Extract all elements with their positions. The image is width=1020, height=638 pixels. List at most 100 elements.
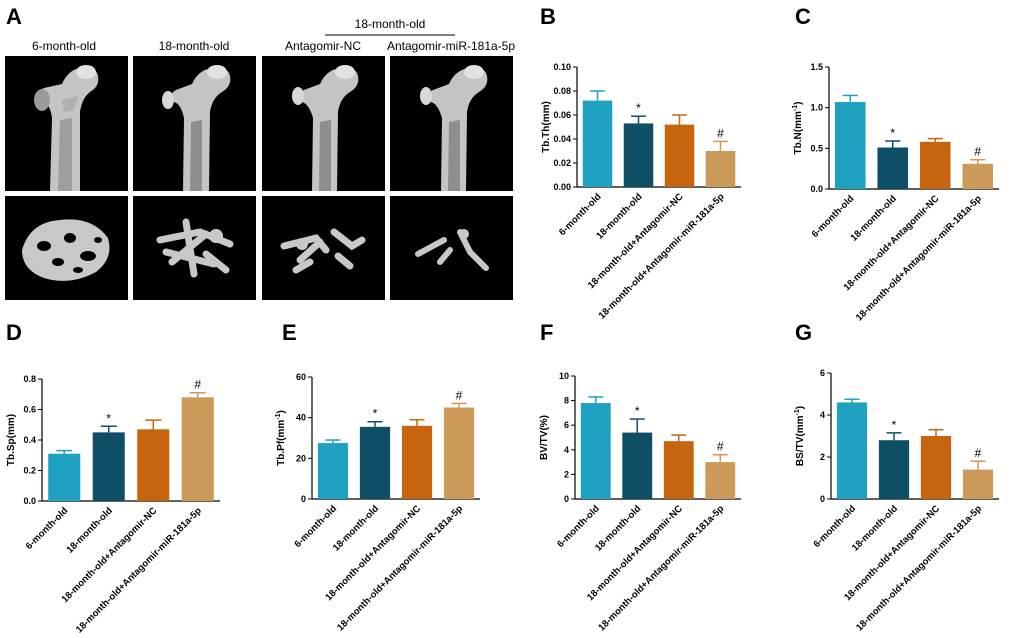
y-tick-label-e: 20: [296, 453, 306, 463]
bar-f-3: [663, 441, 694, 499]
y-tick-label-d: 0.8: [23, 374, 36, 384]
bar-g-3: [920, 436, 952, 499]
panel-letter-b: B: [540, 4, 556, 29]
y-tick-label-f: 10: [559, 371, 569, 381]
y-axis-title-c: Tb.N(mm-1): [792, 102, 804, 155]
panel-letter-c: C: [795, 4, 811, 29]
bar-d-2: [92, 432, 125, 501]
y-tick-label-g: 4: [820, 410, 825, 420]
significance-mark-c-2: *: [890, 126, 895, 140]
trabecular-image-6-month: [5, 196, 128, 300]
y-axis-title-g: BS/TV(mm-1): [794, 406, 806, 466]
significance-mark-b-2: *: [636, 101, 641, 115]
bar-d-1: [48, 453, 81, 501]
y-axis-title-f: BV/TV(%): [539, 415, 550, 460]
y-tick-label-b: 0.10: [553, 62, 571, 72]
category-label-d-1: 6-month-old: [24, 505, 71, 552]
y-tick-label-b: 0.00: [553, 182, 571, 192]
category-label-c-1: 6-month-old: [810, 193, 857, 240]
significance-mark-d-2: *: [106, 411, 111, 425]
y-tick-label-g: 0: [820, 494, 825, 504]
y-tick-label-g: 2: [820, 452, 825, 462]
y-tick-label-b: 0.04: [553, 134, 571, 144]
y-axis-title-b: Tb.Th(mm): [541, 101, 552, 153]
column-label-antagomir-nc: Antagomir-NC: [285, 39, 361, 53]
bar-g-2: [878, 440, 910, 499]
bar-c-1: [834, 101, 866, 189]
bar-b-4: [705, 151, 736, 187]
column-label-18-month: 18-month-old: [159, 39, 230, 53]
panel-a: A 18-month-old 6-month-old 18-month-old …: [5, 4, 515, 300]
bar-c-2: [877, 147, 909, 189]
trabecular-image-antagomir-nc: [262, 196, 385, 300]
significance-mark-g-4: #: [975, 446, 982, 460]
bar-d-4: [181, 397, 214, 501]
significance-mark-b-4: #: [717, 126, 724, 140]
bar-b-3: [664, 124, 695, 187]
y-tick-label-b: 0.08: [553, 86, 571, 96]
y-tick-label-d: 0.6: [23, 405, 36, 415]
column-label-6-month: 6-month-old: [32, 39, 96, 53]
y-tick-label-e: 60: [296, 372, 306, 382]
y-tick-label-c: 0.0: [810, 184, 823, 194]
panel-letter-d: D: [6, 320, 22, 345]
y-tick-label-d: 0.0: [23, 496, 36, 506]
bar-d-3: [137, 429, 170, 501]
y-tick-label-d: 0.4: [23, 435, 36, 445]
y-tick-label-f: 4: [564, 445, 569, 455]
bar-g-4: [962, 469, 994, 499]
column-label-antagomir-mir: Antagomir-miR-181a-5p: [387, 39, 515, 53]
bar-e-2: [359, 426, 391, 499]
y-tick-label-g: 6: [820, 368, 825, 378]
y-tick-label-f: 8: [564, 396, 569, 406]
bar-b-2: [623, 123, 654, 187]
bar-c-4: [962, 163, 994, 189]
panel-letter-f: F: [540, 320, 553, 345]
category-label-e-1: 6-month-old: [293, 503, 340, 550]
chart-panel-c: CTb.N(mm-1)0.00.51.01.56-month-old*18-mo…: [792, 4, 999, 323]
bar-f-2: [622, 432, 653, 499]
panel-letter-a: A: [6, 4, 22, 29]
y-tick-label-b: 0.06: [553, 110, 571, 120]
y-tick-label-e: 0: [301, 494, 306, 504]
chart-panel-f: FBV/TV(%)02468106-month-old*18-month-old…: [539, 320, 741, 633]
bar-e-1: [317, 443, 349, 499]
significance-mark-d-4: #: [194, 378, 201, 392]
femur-image-antagomir-nc: [262, 56, 385, 191]
y-tick-label-c: 1.0: [810, 103, 823, 113]
panel-letter-g: G: [795, 320, 812, 345]
group-label: 18-month-old: [355, 17, 426, 31]
chart-panel-g: GBS/TV(mm-1)02466-month-old*18-month-old…: [794, 320, 999, 633]
bar-g-1: [836, 402, 868, 499]
category-label-d-2: 18-month-old: [65, 505, 115, 555]
y-tick-label-f: 0: [564, 494, 569, 504]
femur-image-18-month: [133, 56, 256, 191]
significance-mark-e-4: #: [456, 388, 463, 402]
y-tick-label-e: 40: [296, 413, 306, 423]
y-tick-label-f: 6: [564, 420, 569, 430]
y-tick-label-d: 0.2: [23, 466, 36, 476]
category-label-g-1: 6-month-old: [812, 503, 859, 550]
significance-mark-f-2: *: [635, 404, 640, 418]
y-tick-label-b: 0.02: [553, 158, 571, 168]
trabecular-image-antagomir-mir: [390, 196, 513, 300]
category-label-d-3: 18-month-old+Antagomir-NC: [60, 505, 160, 605]
y-tick-label-c: 1.5: [810, 62, 823, 72]
chart-panel-e: ETb.Pf(mm-1)02040606-month-old*18-month-…: [275, 320, 480, 633]
y-tick-label-f: 2: [564, 469, 569, 479]
chart-panel-d: D Tb.Sp(mm) 0.0 0.2 0.4 0.6 0.8 6-month-old * 18-…: [6, 320, 220, 635]
trabecular-image-18-month: [133, 196, 256, 300]
y-tick-label-c: 0.5: [810, 143, 823, 153]
significance-mark-e-2: *: [373, 407, 378, 421]
significance-mark-f-4: #: [717, 440, 724, 454]
bar-e-4: [443, 407, 475, 499]
bar-f-4: [705, 462, 736, 499]
significance-mark-c-4: #: [974, 145, 981, 159]
bar-f-1: [580, 403, 611, 499]
femur-image-6-month: [5, 56, 128, 191]
femur-image-antagomir-mir: [390, 56, 513, 191]
chart-panel-b: BTb.Th(mm)0.000.020.040.060.080.106-mont…: [540, 4, 741, 321]
y-axis-title-e: Tb.Pf(mm-1): [275, 410, 287, 466]
bar-c-3: [919, 141, 951, 189]
